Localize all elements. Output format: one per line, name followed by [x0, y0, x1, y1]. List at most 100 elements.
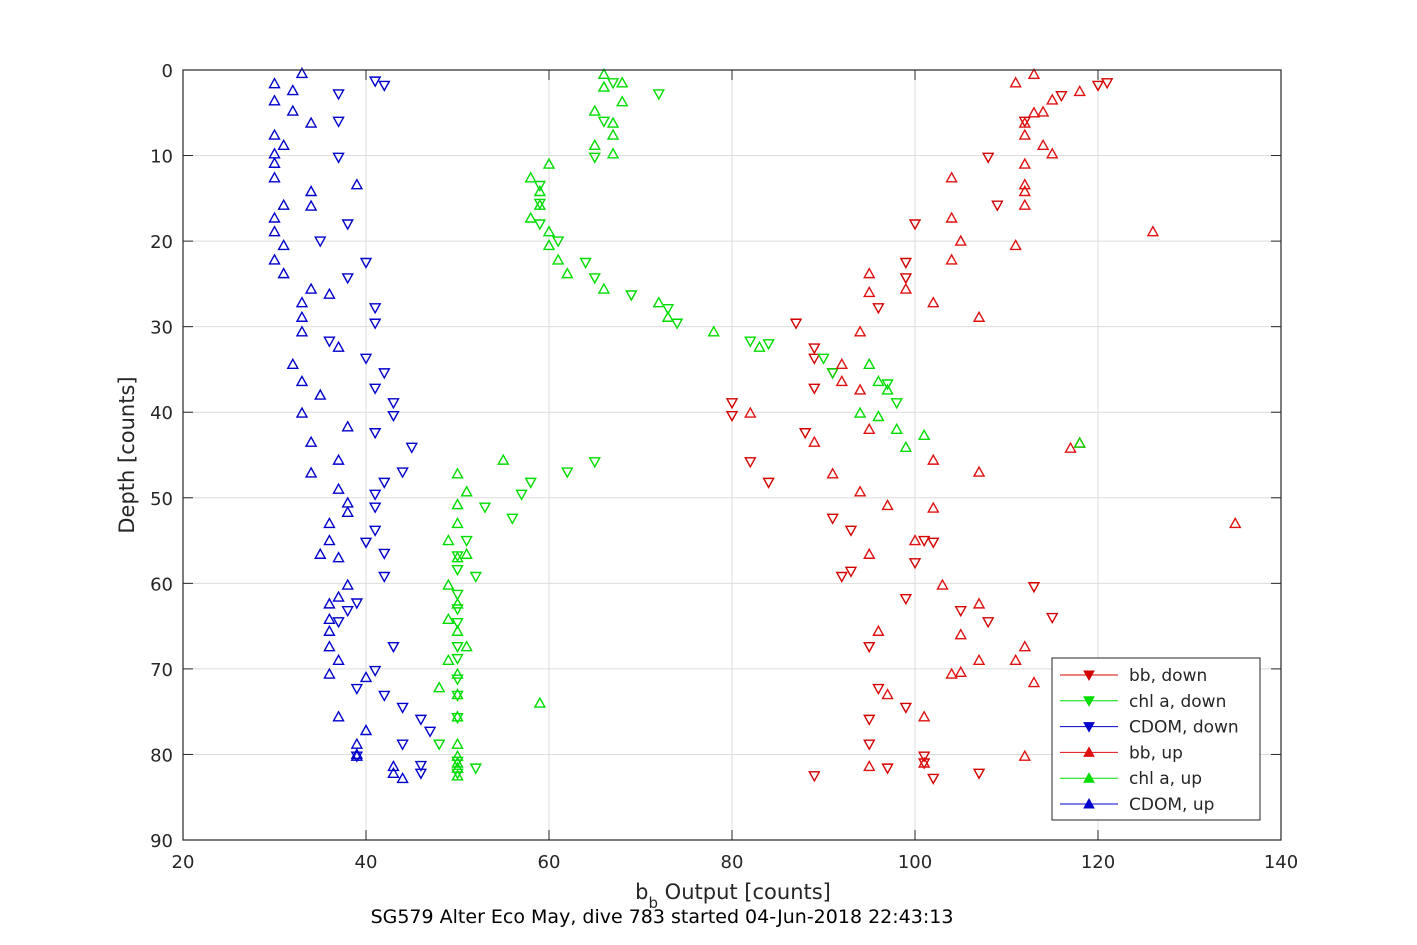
data-point	[863, 547, 876, 559]
data-point	[881, 383, 894, 395]
data-point	[332, 152, 345, 164]
data-point	[332, 653, 345, 666]
data-point	[277, 238, 290, 251]
data-point	[451, 769, 464, 781]
data-point	[863, 286, 876, 298]
data-point	[442, 534, 455, 546]
data-point	[625, 290, 638, 302]
data-point	[853, 383, 867, 395]
data-point	[670, 318, 684, 330]
data-point	[991, 200, 1004, 212]
data-point	[268, 225, 281, 237]
data-point	[451, 597, 464, 609]
data-point	[368, 76, 382, 88]
data-markers	[268, 66, 1242, 785]
data-point	[945, 211, 958, 223]
data-point	[652, 89, 665, 101]
data-point	[359, 257, 373, 269]
data-point	[972, 597, 986, 609]
data-point	[478, 502, 492, 514]
data-point	[982, 617, 995, 629]
data-point	[268, 171, 281, 183]
data-point	[1091, 80, 1105, 92]
data-point	[378, 368, 391, 380]
data-point	[405, 442, 418, 454]
data-point	[460, 485, 473, 497]
data-point	[314, 236, 327, 248]
data-point	[899, 273, 913, 285]
data-point	[835, 357, 848, 370]
data-point	[368, 525, 382, 537]
data-point	[945, 253, 958, 265]
series-2	[314, 76, 437, 780]
data-point	[341, 273, 354, 285]
data-point	[323, 624, 336, 636]
chart-caption: SG579 Alter Eco May, dive 783 started 04…	[371, 906, 954, 928]
data-point	[551, 236, 565, 248]
data-point	[597, 282, 611, 294]
data-point	[314, 547, 327, 559]
data-point	[524, 171, 537, 183]
data-point	[863, 739, 876, 751]
data-point	[277, 138, 290, 150]
data-point	[396, 702, 409, 714]
legend-box	[1051, 657, 1261, 821]
data-point	[359, 353, 373, 365]
data-point	[533, 696, 547, 708]
data-point	[451, 688, 464, 700]
data-point	[588, 138, 601, 150]
data-point	[359, 537, 373, 549]
data-point	[917, 751, 931, 763]
data-point	[1018, 185, 1031, 197]
data-point	[387, 410, 400, 423]
data-point	[588, 273, 601, 285]
data-point	[1018, 128, 1031, 140]
data-point	[350, 178, 364, 190]
legend-marker	[1083, 696, 1095, 707]
data-point	[396, 467, 409, 479]
data-point	[442, 653, 455, 666]
x-axis-label-subscript: b	[648, 894, 658, 912]
data-point	[378, 80, 391, 92]
y-tick-label: 10	[150, 147, 173, 168]
x-axis-label-rest: Output [counts]	[658, 880, 831, 904]
data-point	[323, 336, 336, 348]
data-point	[533, 198, 547, 210]
data-point	[744, 336, 757, 348]
data-point	[378, 690, 391, 702]
data-point	[616, 95, 629, 107]
data-point	[597, 116, 611, 128]
y-tick-label: 0	[162, 61, 173, 82]
data-point	[304, 282, 318, 294]
data-point	[533, 219, 547, 231]
data-point	[286, 104, 299, 116]
data-point	[927, 453, 940, 465]
data-point	[387, 641, 400, 654]
data-point	[368, 665, 382, 678]
data-point	[295, 66, 309, 79]
legend-marker	[1083, 797, 1095, 809]
data-point	[707, 325, 720, 337]
data-point	[561, 467, 574, 479]
data-point	[350, 748, 364, 760]
data-point	[808, 353, 821, 365]
legend-label: chl a, down	[1129, 692, 1226, 712]
data-point	[872, 624, 885, 636]
data-point	[542, 225, 556, 237]
data-point	[881, 763, 894, 775]
data-point	[387, 766, 400, 778]
data-point	[451, 653, 464, 666]
data-point	[332, 453, 345, 465]
data-point	[661, 310, 675, 322]
data-point	[1146, 225, 1160, 237]
data-point	[469, 763, 482, 775]
data-point	[1046, 612, 1059, 624]
data-point	[762, 477, 775, 489]
data-point	[936, 578, 949, 590]
data-point	[917, 710, 931, 722]
data-point	[451, 589, 464, 601]
data-point	[899, 702, 913, 714]
data-point	[725, 398, 739, 410]
series-3	[744, 67, 1242, 772]
